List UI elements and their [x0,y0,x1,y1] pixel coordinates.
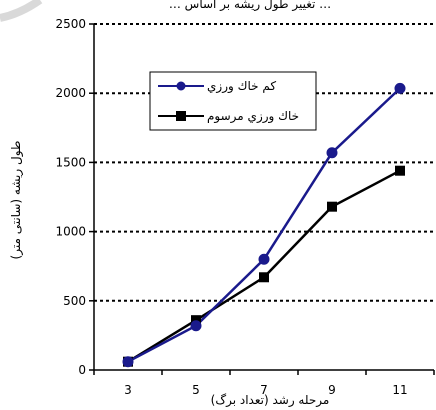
chart-title: … تغيير طول ريشه بر اساس … [169,0,331,12]
legend-box [149,71,317,131]
x-tick-label-3: 3 [124,383,132,397]
series-1-point-3 [122,356,134,368]
y-tick-label-1500: 1500 [55,155,86,169]
y-axis-title: طول ريشه (سانتی متر) [9,141,24,260]
x-axis-title: مرحله رشد (تعداد برگ) [211,393,330,408]
decorative-circle-fragment [0,0,43,22]
y-tick-label-500: 500 [63,294,86,308]
x-tick-labels: 3 5 7 9 11 [124,383,407,397]
series-2-point-11 [395,165,405,176]
y-tick-labels: 0 500 1000 1500 2000 2500 [55,17,86,377]
y-tick-label-2000: 2000 [55,86,86,100]
series-2-point-7 [259,272,269,283]
legend-label-series-1: كم خاك ورزي [207,79,276,94]
legend-marker-series-1 [176,81,186,91]
series-2-point-5 [191,315,201,326]
series-1-point-11 [394,82,406,94]
series-2-point-9 [327,201,337,212]
axes [89,23,435,375]
x-tick-label-7: 7 [260,383,268,397]
series-markers [122,82,406,368]
y-tick-label-2500: 2500 [55,17,86,31]
x-tick-label-5: 5 [192,383,200,397]
series-1-point-7 [258,253,270,265]
series-1-point-5 [190,320,202,332]
series-1-point-9 [326,147,338,159]
y-tick-label-1000: 1000 [55,225,86,239]
legend: كم خاك ورزي خاك ورزي مرسوم [149,71,317,131]
y-tick-label-0: 0 [78,363,86,377]
x-tick-label-9: 9 [328,383,336,397]
series-line-2 [127,169,401,363]
legend-marker-series-2 [176,111,186,121]
legend-label-series-2: خاك ورزي مرسوم [207,109,299,124]
x-tick-label-11: 11 [392,383,407,397]
